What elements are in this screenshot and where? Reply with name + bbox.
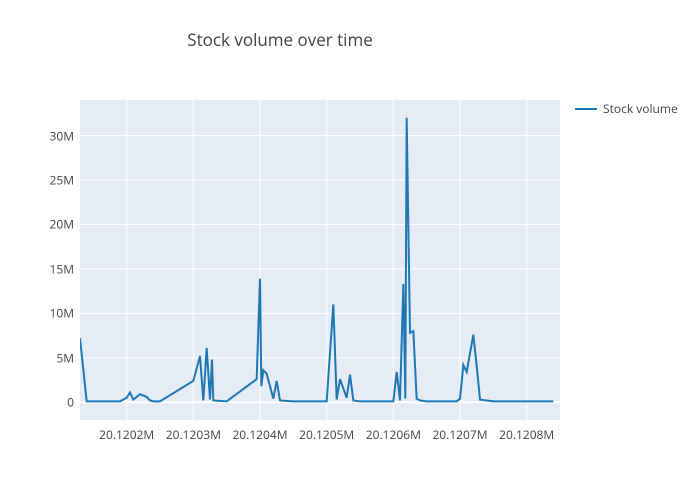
x-tick-label: 20.1203M [166,426,221,443]
y-tick-label: 5M [56,349,74,366]
y-tick-label: 0 [67,394,74,411]
y-tick-label: 15M [49,260,74,277]
plot-area[interactable]: 05M10M15M20M25M30M 20.1202M20.1203M20.12… [80,100,560,420]
y-tick-label: 30M [49,127,74,144]
chart-title: Stock volume over time [0,28,560,51]
legend[interactable]: Stock volume [575,100,678,117]
legend-label: Stock volume [603,100,678,117]
x-tick-label: 20.1208M [499,426,554,443]
x-tick-label: 20.1207M [432,426,487,443]
y-tick-label: 20M [49,216,74,233]
x-tick-label: 20.1204M [232,426,287,443]
y-tick-label: 25M [49,172,74,189]
x-tick-label: 20.1205M [299,426,354,443]
chart-svg [80,100,560,420]
legend-line [575,108,597,110]
chart-container: Stock volume over time 05M10M15M20M25M30… [0,0,700,500]
x-tick-label: 20.1202M [99,426,154,443]
y-tick-label: 10M [49,305,74,322]
x-tick-label: 20.1206M [366,426,421,443]
